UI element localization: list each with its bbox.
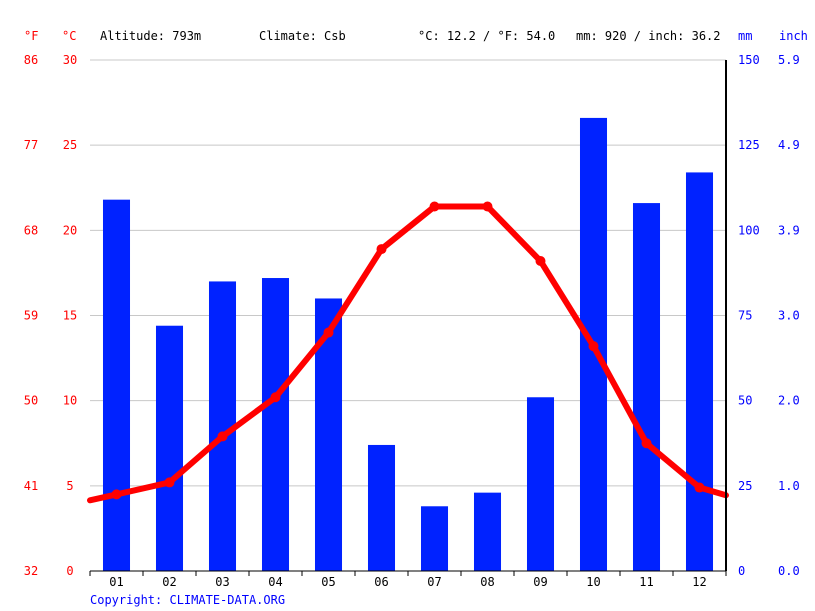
y-tick-inch: 3.0 (778, 309, 800, 323)
temperature-point (111, 489, 122, 500)
grid-lines (90, 59, 726, 487)
y-tick-mm: 0 (738, 564, 745, 578)
y-tick-celsius: 30 (63, 53, 77, 67)
tick-labels: 0 32 5 41 10 50 15 59 20 68 25 77 30 86 0 0.0 25 1.0 50 2.0… (24, 53, 800, 589)
precipitation-bars (102, 117, 714, 572)
unit-mm-label: mm (738, 29, 752, 43)
temperature-point (429, 201, 440, 212)
y-tick-fahrenheit: 50 (24, 394, 38, 408)
y-tick-mm: 75 (738, 309, 752, 323)
y-tick-fahrenheit: 59 (24, 309, 38, 323)
temperature-point (641, 438, 652, 449)
temperature-point (535, 255, 546, 266)
x-tick-label: 09 (533, 575, 547, 589)
y-tick-mm: 125 (738, 138, 760, 152)
x-tick-label: 12 (692, 575, 706, 589)
x-tick-label: 01 (109, 575, 123, 589)
x-tick-label: 08 (480, 575, 494, 589)
precipitation-bar (632, 203, 661, 571)
temperature-point (376, 244, 387, 255)
x-tick-label: 10 (586, 575, 600, 589)
y-tick-mm: 25 (738, 479, 752, 493)
climate-label: Climate: Csb (259, 29, 346, 43)
precipitation-bar (261, 278, 290, 571)
precipitation-total-label: mm: 920 / inch: 36.2 (576, 29, 721, 43)
temperature-point (588, 341, 599, 352)
y-tick-celsius: 5 (66, 479, 73, 493)
y-tick-celsius: 10 (63, 394, 77, 408)
altitude-label: Altitude: 793m (100, 29, 201, 43)
x-tick-label: 07 (427, 575, 441, 589)
precipitation-bar (526, 397, 555, 571)
temperature-point (694, 482, 705, 493)
axes (89, 60, 727, 576)
copyright-text: Copyright: CLIMATE-DATA.ORG (90, 593, 285, 607)
precipitation-bar (155, 325, 184, 571)
y-tick-inch: 2.0 (778, 394, 800, 408)
temperature-point (270, 392, 281, 403)
temperature-point (323, 327, 334, 338)
y-tick-inch: 0.0 (778, 564, 800, 578)
x-tick-label: 11 (639, 575, 653, 589)
unit-inch-label: inch (779, 29, 808, 43)
y-tick-inch: 3.9 (778, 223, 800, 237)
x-tick-label: 05 (321, 575, 335, 589)
x-tick-label: 02 (162, 575, 176, 589)
temperature-average-label: °C: 12.2 / °F: 54.0 (418, 29, 555, 43)
y-tick-fahrenheit: 68 (24, 223, 38, 237)
temperature-point (482, 201, 493, 212)
y-tick-mm: 50 (738, 394, 752, 408)
y-tick-celsius: 25 (63, 138, 77, 152)
temperature-point (164, 477, 175, 488)
precipitation-bar (367, 444, 396, 571)
y-tick-fahrenheit: 41 (24, 479, 38, 493)
y-tick-inch: 1.0 (778, 479, 800, 493)
y-tick-inch: 5.9 (778, 53, 800, 67)
temperature-point (217, 431, 228, 442)
x-tick-label: 06 (374, 575, 388, 589)
y-tick-celsius: 0 (66, 564, 73, 578)
unit-fahrenheit-label: °F (24, 29, 38, 43)
y-tick-inch: 4.9 (778, 138, 800, 152)
x-tick-label: 04 (268, 575, 282, 589)
temperature-line (87, 201, 729, 504)
y-tick-celsius: 20 (63, 223, 77, 237)
precipitation-bar (473, 492, 502, 571)
y-tick-fahrenheit: 77 (24, 138, 38, 152)
precipitation-bar (102, 199, 131, 571)
y-tick-mm: 150 (738, 53, 760, 67)
y-tick-mm: 100 (738, 223, 760, 237)
precipitation-bar (685, 172, 714, 572)
temperature-polyline (87, 203, 729, 504)
precipitation-bar (420, 506, 449, 571)
y-tick-fahrenheit: 86 (24, 53, 38, 67)
x-tick-label: 03 (215, 575, 229, 589)
y-tick-celsius: 15 (63, 309, 77, 323)
unit-celsius-label: °C (62, 29, 76, 43)
y-tick-fahrenheit: 32 (24, 564, 38, 578)
